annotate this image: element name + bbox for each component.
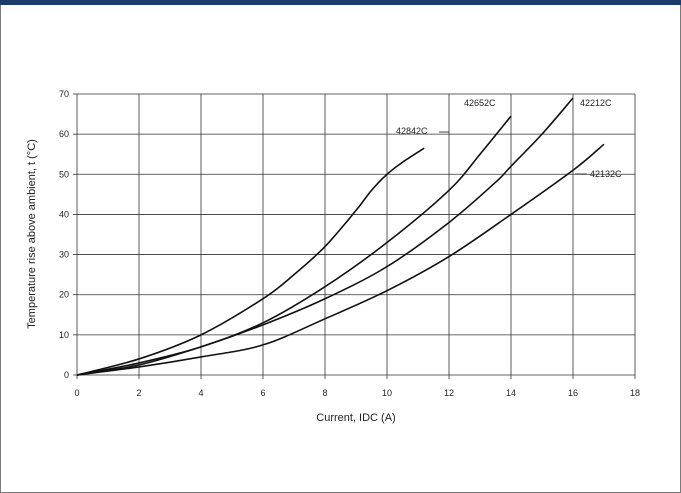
series-line-42652C	[76, 115, 512, 376]
y-tick-label: 50	[59, 169, 69, 179]
tick-labels: 0 2 4 6 8 10 12 14 16 18 0 10 20 30 40 50 60 70	[59, 89, 640, 398]
x-tick-label: 16	[568, 388, 578, 398]
series-line-42842C	[76, 147, 425, 376]
x-tick-label: 2	[136, 388, 141, 398]
series-label-42212C: 42212C	[580, 98, 612, 108]
y-tick-label: 30	[59, 250, 69, 260]
series-label-42652C: 42652C	[464, 98, 496, 108]
x-tick-label: 14	[506, 388, 516, 398]
y-tick-label: 70	[59, 89, 69, 99]
y-tick-label: 10	[59, 330, 69, 340]
x-tick-label: 6	[260, 388, 265, 398]
x-axis-title: Current, IDC (A)	[316, 412, 395, 424]
y-tick-label: 40	[59, 209, 69, 219]
y-axis-title: Temperature rise above ambient, t (°C)	[26, 139, 38, 329]
y-tick-label: 60	[59, 129, 69, 139]
series-labels: 42842C 42652C 42212C 42132C	[396, 98, 622, 179]
series-line-42212C	[76, 97, 574, 376]
x-tick-label: 10	[382, 388, 392, 398]
x-tick-label: 12	[444, 388, 454, 398]
x-tick-label: 4	[198, 388, 203, 398]
x-tick-label: 8	[322, 388, 327, 398]
series-label-42132C: 42132C	[590, 169, 622, 179]
top-bar	[0, 0, 681, 5]
x-tick-label: 18	[630, 388, 640, 398]
y-tick-label: 20	[59, 290, 69, 300]
x-tick-label: 0	[74, 388, 79, 398]
series-line-42132C	[76, 143, 605, 376]
series-lines	[76, 97, 605, 376]
y-tick-label: 0	[64, 370, 69, 380]
grid	[73, 93, 636, 379]
series-label-42842C: 42842C	[396, 126, 428, 136]
